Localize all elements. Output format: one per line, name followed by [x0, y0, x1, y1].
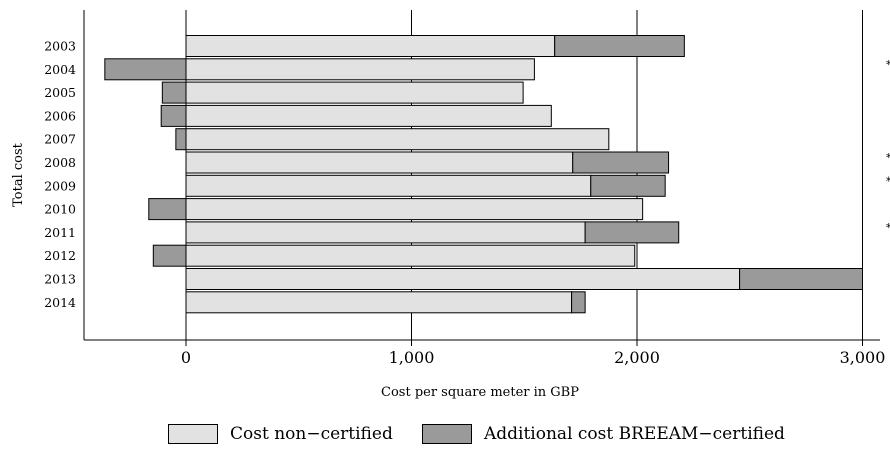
x-axis-ticks: 0 1,000 2,000 3,000 — [181, 340, 886, 367]
y-category-label: 2013 — [44, 272, 76, 287]
bar-non-certified-2007 — [185, 128, 610, 151]
legend-swatch-breeam — [422, 424, 472, 444]
bar-breeam-additional-2006 — [160, 104, 187, 127]
significance-marker-2008: * — [886, 152, 890, 165]
bar-non-certified-2004 — [185, 58, 535, 81]
y-axis-categories: 2003 2004 2005 2006 2007 2008 2009 2010 2011 2012… — [44, 39, 76, 310]
bar-non-certified-2010 — [185, 198, 644, 221]
significance-marker-2004: * — [886, 58, 890, 71]
bar-non-certified-2008 — [185, 151, 574, 174]
y-category-label: 2007 — [44, 132, 76, 147]
bar-non-certified-2013 — [185, 268, 741, 290]
bar-breeam-additional-2005 — [161, 81, 187, 104]
y-category-label: 2009 — [44, 178, 76, 193]
bar-non-certified-2003 — [185, 35, 556, 57]
bar-breeam-additional-2012 — [152, 244, 187, 267]
y-category-label: 2011 — [44, 225, 76, 240]
bar-non-certified-2011 — [185, 221, 586, 244]
bar-breeam-additional-2009 — [590, 174, 666, 197]
axes — [83, 10, 880, 341]
bar-non-certified-2005 — [185, 81, 524, 104]
bar-breeam-additional-2014 — [571, 291, 586, 314]
y-axis-title: Total cost — [11, 142, 26, 207]
bar-non-certified-2006 — [185, 104, 552, 127]
y-category-label: 2004 — [44, 62, 76, 77]
bar-breeam-additional-2004 — [104, 58, 187, 81]
bar-non-certified-2009 — [185, 174, 592, 197]
y-category-label: 2006 — [44, 108, 76, 123]
significance-markers: * * * * — [886, 58, 890, 234]
legend-item-breeam: Additional cost BREEAM−certified — [422, 424, 785, 444]
significance-marker-2011: * — [886, 221, 890, 234]
y-category-label: 2010 — [44, 202, 76, 217]
legend: Cost non−certified Additional cost BREEA… — [0, 424, 890, 450]
y-category-label: 2008 — [44, 155, 76, 170]
x-axis-title: Cost per square meter in GBP — [381, 385, 579, 400]
x-tick-label: 1,000 — [389, 348, 435, 367]
y-category-label: 2005 — [44, 85, 76, 100]
bar-breeam-additional-2010 — [148, 198, 187, 221]
bar-series — [104, 35, 863, 314]
bar-chart: 0 1,000 2,000 3,000 20032004200520062007200… — [11, 10, 890, 400]
y-category-label: 2003 — [44, 39, 76, 54]
bar-breeam-additional-2007 — [175, 128, 187, 151]
y-category-label: 2012 — [44, 248, 76, 263]
x-tick-label: 3,000 — [840, 348, 886, 367]
legend-label-breeam: Additional cost BREEAM−certified — [484, 424, 785, 444]
bar-breeam-additional-2011 — [584, 221, 680, 244]
x-tick-label: 0 — [181, 348, 191, 367]
bar-breeam-additional-2013 — [739, 268, 863, 290]
legend-swatch-non-certified — [168, 424, 218, 444]
bar-non-certified-2012 — [185, 244, 636, 267]
legend-label-non-certified: Cost non−certified — [230, 424, 393, 444]
y-category-label: 2014 — [44, 295, 76, 310]
bar-breeam-additional-2003 — [554, 35, 685, 57]
significance-marker-2009: * — [886, 175, 890, 188]
legend-item-non-certified: Cost non−certified — [168, 424, 393, 444]
bar-non-certified-2014 — [185, 291, 573, 314]
bar-breeam-additional-2008 — [572, 151, 670, 174]
x-tick-label: 2,000 — [614, 348, 660, 367]
